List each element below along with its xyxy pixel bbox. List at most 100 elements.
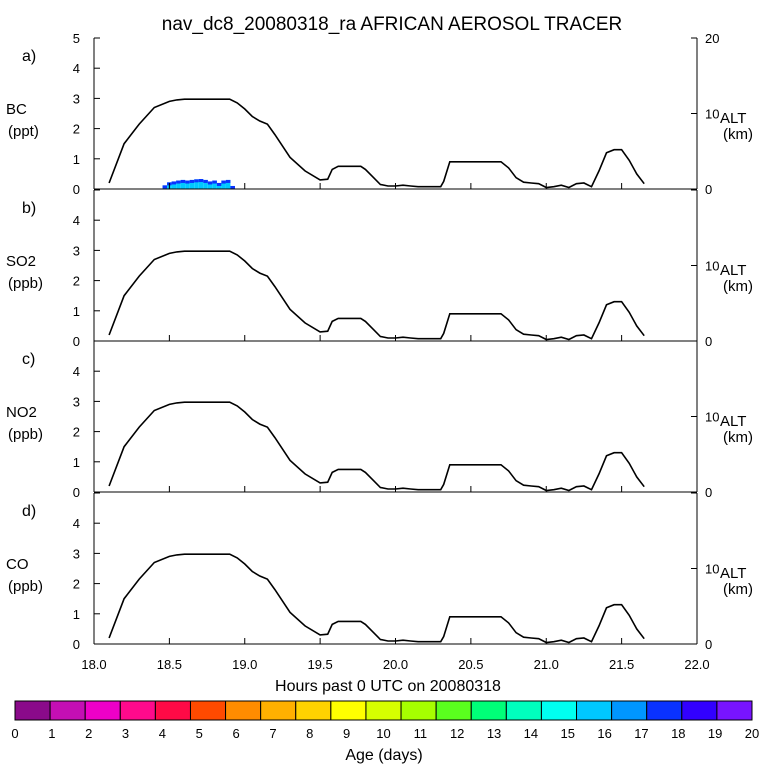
- bc-tracer-bar-cap: [221, 180, 226, 184]
- colorbar-tick-label: 8: [306, 726, 313, 741]
- right-tick-label: 0: [705, 182, 712, 197]
- altitude-units-label: (km): [723, 126, 753, 143]
- species-label: SO2: [6, 253, 36, 270]
- x-tick-label: 21.5: [609, 657, 634, 672]
- left-tick-label: 1: [73, 152, 80, 167]
- left-tick-label: 4: [73, 61, 80, 76]
- colorbar-tick-label: 17: [634, 726, 648, 741]
- altitude-label: ALT: [720, 110, 746, 127]
- bc-tracer-bar: [198, 179, 204, 189]
- bc-tracer-bar: [207, 181, 213, 189]
- left-tick-label: 0: [73, 485, 80, 500]
- units-label: (ppb): [8, 578, 43, 595]
- colorbar-tick-label: 3: [122, 726, 129, 741]
- colorbar-swatch: [330, 700, 367, 721]
- bc-tracer-bar-cap: [216, 182, 222, 186]
- colorbar-swatch: [576, 700, 613, 721]
- left-tick-label: 2: [73, 425, 80, 440]
- colorbar-swatch: [540, 700, 578, 721]
- bc-tracer-bar-cap: [207, 181, 213, 185]
- right-tick-label: 10: [705, 107, 719, 122]
- x-tick-label: 20.0: [383, 657, 408, 672]
- bc-tracer-bar: [185, 180, 190, 189]
- left-tick-label: 1: [73, 304, 80, 319]
- colorbar-swatch: [646, 700, 683, 721]
- panel-letter: d): [22, 503, 36, 520]
- colorbar-tick-label: 2: [85, 726, 92, 741]
- panel-letter: a): [22, 48, 36, 65]
- x-tick-label: 21.0: [534, 657, 559, 672]
- right-tick-label: 0: [705, 334, 712, 349]
- bc-tracer-bar: [203, 179, 208, 189]
- colorbar-tick-label: 19: [708, 726, 722, 741]
- left-tick-label: 1: [73, 607, 80, 622]
- colorbar-swatch: [225, 700, 262, 721]
- left-tick-label: 2: [73, 274, 80, 289]
- x-tick-label: 20.5: [458, 657, 483, 672]
- species-label: CO: [6, 556, 29, 573]
- right-tick-label: 0: [705, 637, 712, 652]
- colorbar-swatch: [435, 700, 472, 721]
- panel-group: 01234501020a)BC(ppt)ALT(km)01234010b)SO2…: [6, 31, 753, 672]
- x-axis-label: Hours past 0 UTC on 20080318: [275, 678, 501, 695]
- left-tick-label: 3: [73, 243, 80, 258]
- x-tick-label: 22.0: [684, 657, 709, 672]
- altitude-units-label: (km): [723, 429, 753, 446]
- colorbar-swatch: [400, 700, 437, 721]
- species-label: NO2: [6, 404, 37, 421]
- x-tick-label: 18.0: [81, 657, 106, 672]
- bc-tracer-bar-cap: [198, 179, 204, 183]
- colorbar-tick-label: 12: [450, 726, 464, 741]
- right-tick-label: 0: [705, 485, 712, 500]
- colorbar-tick-label: 20: [745, 726, 759, 741]
- left-tick-label: 4: [73, 516, 80, 531]
- bc-tracer-bar-cap: [189, 179, 195, 183]
- x-tick-label: 19.0: [232, 657, 257, 672]
- units-label: (ppb): [8, 275, 43, 292]
- age-colorbar: 0 1 2 3 4 5 6 7 8 9 10 11 12 13 14 15 16 17 18 19 20: [11, 700, 759, 741]
- colorbar-swatch: [470, 700, 507, 721]
- left-tick-label: 2: [73, 577, 80, 592]
- panel-no2: 0 1 2 3 4 0 10 c) NO2 (ppb) ALT(km): [6, 340, 753, 500]
- left-tick-label: 4: [73, 364, 80, 379]
- bc-tracer-bar-cap: [203, 179, 208, 183]
- colorbar-tick-label: 10: [376, 726, 390, 741]
- colorbar-tick-label: 6: [232, 726, 239, 741]
- left-tick-label: 5: [73, 31, 80, 46]
- left-tick-label: 3: [73, 394, 80, 409]
- colorbar-tick-label: 1: [48, 726, 55, 741]
- bc-tracer-bar-cap: [212, 180, 217, 184]
- x-tick-label: 19.5: [307, 657, 332, 672]
- right-tick-label: 10: [705, 259, 719, 274]
- colorbar-tick-label: 15: [561, 726, 575, 741]
- colorbar-tick-label: 9: [343, 726, 350, 741]
- colorbar-swatch: [154, 700, 191, 721]
- bc-tracer-bar: [216, 182, 222, 189]
- panel-co: 0 1 2 3 4 0 10 d) CO (ppb) ALT(km): [6, 492, 753, 652]
- left-tick-label: 0: [73, 334, 80, 349]
- colorbar-swatch: [14, 700, 51, 721]
- x-tick-labels: 18.0 18.5 19.0 19.5 20.0 20.5 21.0 21.5 22.0: [81, 657, 709, 672]
- left-tick-label: 3: [73, 91, 80, 106]
- bc-tracer-bar: [194, 179, 199, 189]
- colorbar-tick-label: 11: [414, 726, 428, 741]
- altitude-label: ALT: [720, 262, 746, 279]
- panel-bc: 0 1 2 3 4 5 0 10 20 a) BC (ppt) ALT(km): [6, 31, 753, 197]
- left-tick-label: 2: [73, 122, 80, 137]
- colorbar-swatch: [365, 700, 402, 721]
- colorbar-swatch: [84, 700, 121, 721]
- colorbar-tick-label: 7: [269, 726, 276, 741]
- x-tick-label: 18.5: [157, 657, 182, 672]
- colorbar-tick-label: 14: [524, 726, 538, 741]
- colorbar-tick-label: 16: [597, 726, 611, 741]
- altitude-units-label: (km): [723, 581, 753, 598]
- colorbar-tick-label: 13: [487, 726, 501, 741]
- bc-tracer-bar-cap: [230, 185, 235, 189]
- right-tick-label: 10: [705, 410, 719, 425]
- left-tick-label: 4: [73, 213, 80, 228]
- colorbar-swatch: [716, 700, 753, 721]
- colorbar-swatch: [611, 700, 648, 721]
- units-label: (ppb): [8, 426, 43, 443]
- colorbar-swatch: [505, 700, 542, 721]
